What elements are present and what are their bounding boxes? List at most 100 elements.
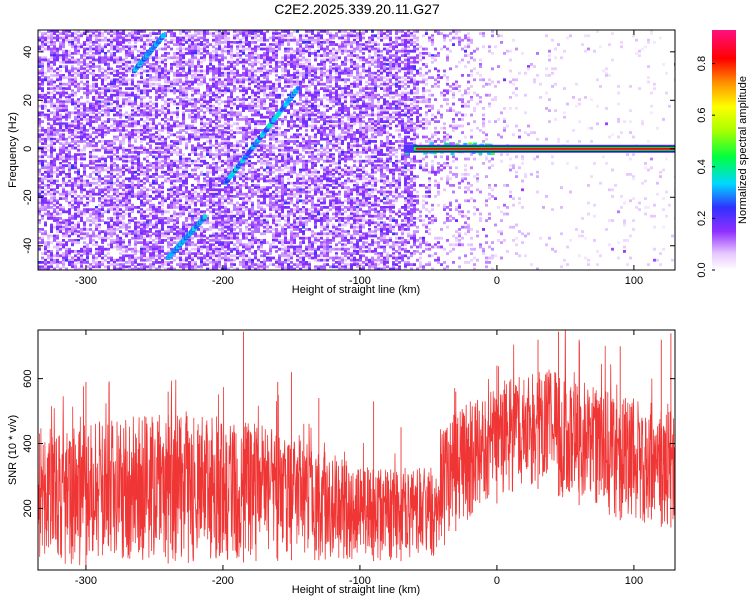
heatmap-cell xyxy=(170,188,173,192)
heatmap-cell xyxy=(191,223,194,227)
heatmap-cell xyxy=(158,208,161,211)
heatmap-cell xyxy=(155,74,158,77)
heatmap-cell xyxy=(221,197,224,200)
heatmap-cell xyxy=(107,217,110,220)
heatmap-cell xyxy=(236,245,239,249)
heatmap-cell xyxy=(194,243,197,247)
heatmap-cell xyxy=(125,63,128,66)
heatmap-cell xyxy=(68,124,71,128)
heatmap-cell xyxy=(197,41,200,44)
heatmap-cell xyxy=(149,267,152,270)
heatmap-cell xyxy=(155,214,158,218)
heatmap-cell xyxy=(50,54,53,57)
heatmap-cell xyxy=(242,168,245,172)
heatmap-cell xyxy=(164,43,167,46)
heatmap-cell xyxy=(212,221,215,225)
heatmap-cell xyxy=(83,58,86,62)
heatmap-cell xyxy=(47,129,50,132)
heatmap-cell xyxy=(215,245,218,249)
heatmap-cell xyxy=(38,133,41,137)
heatmap-cell xyxy=(158,234,161,238)
heatmap-cell xyxy=(212,232,215,236)
heatmap-cell xyxy=(176,74,179,77)
heatmap-cell xyxy=(131,155,134,159)
heatmap-cell xyxy=(71,133,74,137)
heatmap-cell xyxy=(74,164,77,167)
heatmap-cell xyxy=(236,144,239,148)
heatmap-cell xyxy=(134,206,137,209)
heatmap-cell xyxy=(80,126,83,130)
heatmap-cell xyxy=(167,243,170,247)
heatmap-cell xyxy=(158,96,161,99)
heatmap-cell xyxy=(95,219,98,222)
heatmap-cell xyxy=(77,135,80,139)
heatmap-cell xyxy=(89,173,92,176)
heatmap-cell xyxy=(74,80,77,84)
heatmap-cell xyxy=(251,208,254,211)
heatmap-cell xyxy=(116,126,119,130)
heatmap-cell xyxy=(170,228,173,231)
heatmap-cell xyxy=(122,146,125,150)
heatmap-cell xyxy=(89,159,92,163)
heatmap-cell xyxy=(131,166,134,170)
heatmap-cell xyxy=(86,254,89,258)
heatmap-cell xyxy=(188,63,191,66)
heatmap-cell xyxy=(77,58,80,62)
heatmap-cell xyxy=(41,60,44,64)
heatmap-cell xyxy=(92,159,95,163)
heatmap-cell xyxy=(161,166,164,170)
heatmap-cell xyxy=(119,212,122,216)
heatmap-cell xyxy=(98,96,101,99)
heatmap-cell xyxy=(53,129,56,132)
heatmap-cell xyxy=(161,164,164,167)
heatmap-cell xyxy=(212,76,215,79)
heatmap-cell xyxy=(203,142,206,145)
heatmap-cell xyxy=(74,58,77,62)
heatmap-cell xyxy=(113,232,116,236)
heatmap-cell xyxy=(167,188,170,192)
heatmap-cell xyxy=(89,188,92,192)
heatmap-cell xyxy=(122,38,125,42)
heatmap-cell xyxy=(86,135,89,139)
heatmap-cell xyxy=(137,146,140,150)
heatmap-cell xyxy=(92,96,95,99)
heatmap-cell xyxy=(227,221,230,225)
heatmap-cell xyxy=(215,236,218,240)
heatmap-cell xyxy=(200,261,203,264)
heatmap-cell xyxy=(179,155,182,159)
heatmap-cell xyxy=(221,47,224,51)
heatmap-cell xyxy=(251,252,254,255)
heatmap-cell xyxy=(101,239,104,242)
heatmap-cell xyxy=(248,122,251,126)
heatmap-cell xyxy=(56,78,59,82)
heatmap-cell xyxy=(143,126,146,130)
heatmap-cell xyxy=(62,221,65,225)
heatmap-cell xyxy=(143,104,146,108)
heatmap-cell xyxy=(128,100,131,104)
heatmap-cell xyxy=(164,107,167,110)
heatmap-cell xyxy=(185,104,188,108)
heatmap-cell xyxy=(38,186,41,189)
heatmap-cell xyxy=(140,104,143,108)
heatmap-cell xyxy=(125,153,128,156)
heatmap-cell xyxy=(134,184,137,187)
heatmap-cell xyxy=(188,124,191,128)
heatmap-cell xyxy=(50,258,53,262)
heatmap-cell xyxy=(131,206,134,209)
heatmap-cell xyxy=(227,146,230,150)
heatmap-cell xyxy=(212,133,215,137)
heatmap-cell xyxy=(248,241,251,244)
heatmap-cell xyxy=(209,142,212,145)
heatmap-cell xyxy=(59,100,62,104)
heatmap-cell xyxy=(77,225,80,229)
heatmap-cell xyxy=(62,192,65,196)
heatmap-cell xyxy=(83,135,86,139)
heatmap-cell xyxy=(227,113,230,117)
heatmap-cell xyxy=(245,219,248,222)
heatmap-cell xyxy=(200,210,203,214)
heatmap-cell xyxy=(131,135,134,139)
heatmap-cell xyxy=(206,217,209,220)
heatmap-cell xyxy=(182,60,185,64)
heatmap-cell xyxy=(242,197,245,200)
heatmap-cell xyxy=(152,38,155,42)
